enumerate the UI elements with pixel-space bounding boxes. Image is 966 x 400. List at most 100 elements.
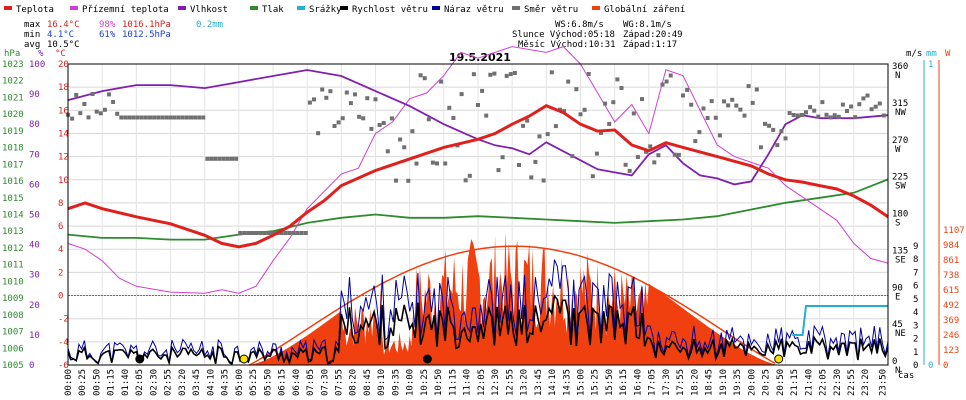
x-tick: 01:15 — [107, 369, 117, 396]
c-tick: 12 — [58, 153, 69, 163]
wind-dir-point — [463, 178, 468, 183]
wind-dir-point — [816, 114, 821, 119]
stat-min-press: 1012.5hPa — [122, 30, 171, 40]
wind-dir-point — [517, 163, 521, 167]
hpa-tick: 1013 — [2, 227, 24, 237]
x-tick: 07:30 — [320, 369, 330, 396]
wind-dir-point — [857, 102, 862, 107]
c-tick: 6 — [58, 222, 63, 232]
x-tick: 16:15 — [619, 369, 629, 396]
wind-dir-point — [168, 115, 173, 120]
wind-dir-point — [787, 111, 792, 116]
wind-dir-point — [492, 71, 497, 76]
x-tick: 19:35 — [733, 369, 743, 396]
legend-label: Vlhkost — [190, 5, 228, 15]
x-tick: 23:50 — [878, 369, 888, 396]
legend-swatch — [432, 6, 440, 10]
wind-dir-point — [201, 115, 206, 120]
legend-label: Teplota — [16, 5, 54, 15]
wind-dir-point — [664, 79, 669, 84]
wind-dir-point — [316, 131, 321, 136]
wind-dir-point — [812, 108, 817, 113]
pct-tick: 70 — [29, 150, 40, 160]
wind-dir-point — [627, 168, 632, 173]
wind-dir-point — [570, 154, 575, 159]
wind-dir-point — [533, 159, 538, 164]
wind-dir-point — [148, 115, 152, 120]
wind-dir-point — [451, 116, 456, 120]
x-tick: 12:05 — [477, 369, 487, 396]
x-tick: 12:55 — [505, 369, 515, 396]
wind-dir-point — [348, 101, 353, 106]
wind-dir-point — [353, 92, 357, 97]
plot-area — [66, 46, 889, 366]
wind-dir-point — [705, 116, 710, 120]
pct-tick: 20 — [29, 301, 40, 311]
wind-dir-point — [746, 84, 751, 89]
x-tick: 18:20 — [690, 369, 700, 396]
c-tick: 8 — [58, 199, 63, 209]
w-tick: 123 — [943, 346, 959, 356]
legend-swatch — [70, 6, 78, 10]
dir-tick-name: N — [895, 366, 900, 376]
wind-dir-point — [488, 72, 493, 77]
hpa-tick: 1015 — [2, 194, 24, 204]
wind-dir-point — [377, 123, 382, 127]
wind-dir-point — [697, 130, 702, 135]
radiation-max-curve — [248, 245, 776, 366]
wind-dir-point — [623, 162, 628, 167]
x-tick: 13:45 — [534, 369, 544, 396]
wind-dir-point — [549, 70, 554, 75]
x-tick: 22:55 — [847, 369, 857, 396]
wind-dir-point — [184, 115, 189, 120]
x-tick: 04:10 — [206, 369, 216, 396]
hpa-tick: 1020 — [2, 110, 24, 120]
ms-tick: 0 — [913, 361, 918, 371]
wind-dir-point — [512, 71, 517, 75]
hpa-tick: 1005 — [2, 361, 24, 371]
ms-tick: 1 — [913, 348, 918, 358]
axis-ms-label: m/s — [906, 49, 922, 59]
wind-dir-point — [758, 145, 763, 150]
wind-dir-point — [553, 124, 558, 129]
wind-dir-point — [783, 136, 788, 141]
x-tick: 02:05 — [135, 369, 145, 396]
pct-tick: 0 — [29, 361, 34, 371]
wind-dir-point — [562, 109, 567, 114]
wind-dir-point — [430, 160, 435, 165]
wind-dir-point — [193, 115, 198, 120]
wind-dir-point — [508, 72, 513, 77]
wind-dir-point — [500, 155, 505, 160]
legend-label: Globální záření — [604, 5, 685, 15]
ms-tick: 7 — [913, 268, 918, 278]
wind-dir-point — [246, 231, 251, 235]
wind-dir-point — [373, 97, 378, 102]
temperature-line — [67, 104, 889, 249]
hpa-tick: 1008 — [2, 311, 24, 321]
w-tick: 246 — [943, 331, 959, 341]
wind-dir-point — [381, 121, 386, 125]
wind-dir-point — [869, 107, 874, 112]
legend-swatch — [4, 6, 12, 10]
wind-dir-point — [74, 92, 79, 97]
wind-dir-point — [102, 107, 107, 112]
wind-dir-point — [689, 102, 694, 107]
wind-dir-point — [685, 87, 690, 92]
wind-dir-point — [254, 231, 259, 235]
wind-dir-point — [861, 96, 866, 101]
wind-dir-point — [435, 161, 439, 166]
astro-sun-set: Západ:20:49 — [623, 30, 683, 40]
wind-dir-point — [545, 132, 550, 137]
x-tick: 05:25 — [249, 369, 259, 396]
hpa-tick: 1016 — [2, 177, 24, 187]
legend-label: Srážky — [309, 5, 342, 15]
pct-tick: 100 — [29, 60, 45, 70]
x-tick: 00:00 — [64, 369, 74, 396]
pct-tick: 90 — [29, 90, 40, 100]
wind-dir-point — [266, 231, 271, 235]
wind-dir-point — [86, 115, 91, 120]
humidity-line — [67, 69, 889, 186]
wind-dir-point — [394, 178, 398, 183]
wind-dir-point — [139, 115, 144, 120]
stat-max-press: 1016.1hPa — [122, 20, 171, 30]
